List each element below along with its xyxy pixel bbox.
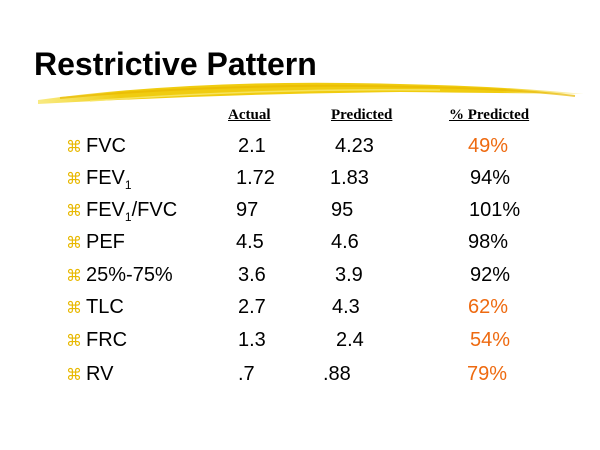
- row-label: TLC: [86, 296, 124, 318]
- z-bullet-icon: ⌘: [66, 137, 82, 156]
- cell-predicted: 1.83: [330, 167, 369, 189]
- table-row: ⌘ 25%-75% 3.6 3.9 92%: [0, 262, 600, 292]
- z-bullet-icon: ⌘: [66, 201, 82, 220]
- row-label: FEV1: [86, 167, 132, 192]
- cell-percent: 92%: [470, 264, 511, 286]
- table-row: ⌘ FVC 2.1 4.23 49%: [0, 133, 600, 163]
- table-row: ⌘ TLC 2.7 4.3 62%: [0, 294, 600, 324]
- cell-predicted: .88: [323, 363, 351, 385]
- row-label: FRC: [86, 329, 128, 351]
- cell-predicted: 95: [331, 199, 354, 221]
- table-row: ⌘ FRC 1.3 2.4 54%: [0, 327, 600, 357]
- cell-percent: 101%: [469, 199, 521, 221]
- cell-percent: 79%: [467, 363, 508, 385]
- column-header-percent-predicted: % Predicted: [449, 107, 530, 123]
- cell-actual: 2.1: [238, 135, 266, 157]
- cell-actual: .7: [238, 363, 255, 385]
- cell-predicted: 2.4: [336, 329, 364, 351]
- row-label: PEF: [86, 231, 125, 253]
- cell-actual: 97: [236, 199, 259, 221]
- table-row: ⌘ PEF 4.5 4.6 98%: [0, 229, 600, 259]
- cell-predicted: 3.9: [335, 264, 363, 286]
- z-bullet-icon: ⌘: [66, 266, 82, 285]
- z-bullet-icon: ⌘: [66, 365, 82, 384]
- cell-actual: 1.72: [236, 167, 275, 189]
- cell-actual: 2.7: [238, 296, 266, 318]
- cell-actual: 4.5: [236, 231, 264, 253]
- z-bullet-icon: ⌘: [66, 233, 82, 252]
- column-header-predicted: Predicted: [331, 107, 393, 123]
- z-bullet-icon: ⌘: [66, 331, 82, 350]
- cell-actual: 1.3: [238, 329, 266, 351]
- title-underline-swoosh: [38, 82, 584, 104]
- cell-percent: 54%: [470, 329, 511, 351]
- table-row: ⌘ FEV1 1.72 1.83 94%: [0, 165, 600, 195]
- cell-percent: 94%: [470, 167, 511, 189]
- table-row: ⌘ RV .7 .88 79%: [0, 361, 600, 391]
- cell-percent: 49%: [468, 135, 509, 157]
- row-label: RV: [86, 363, 114, 385]
- slide-title: Restrictive Pattern: [34, 46, 317, 82]
- z-bullet-icon: ⌘: [66, 298, 82, 317]
- cell-predicted: 4.6: [331, 231, 359, 253]
- cell-percent: 62%: [468, 296, 509, 318]
- z-bullet-icon: ⌘: [66, 169, 82, 188]
- row-label: FVC: [86, 135, 126, 157]
- cell-predicted: 4.3: [332, 296, 360, 318]
- cell-predicted: 4.23: [335, 135, 374, 157]
- row-label: 25%-75%: [86, 264, 173, 286]
- cell-actual: 3.6: [238, 264, 266, 286]
- row-label: FEV1/FVC: [86, 199, 178, 224]
- column-header-actual: Actual: [228, 107, 271, 123]
- cell-percent: 98%: [468, 231, 509, 253]
- table-row: ⌘ FEV1/FVC 97 95 101%: [0, 197, 600, 227]
